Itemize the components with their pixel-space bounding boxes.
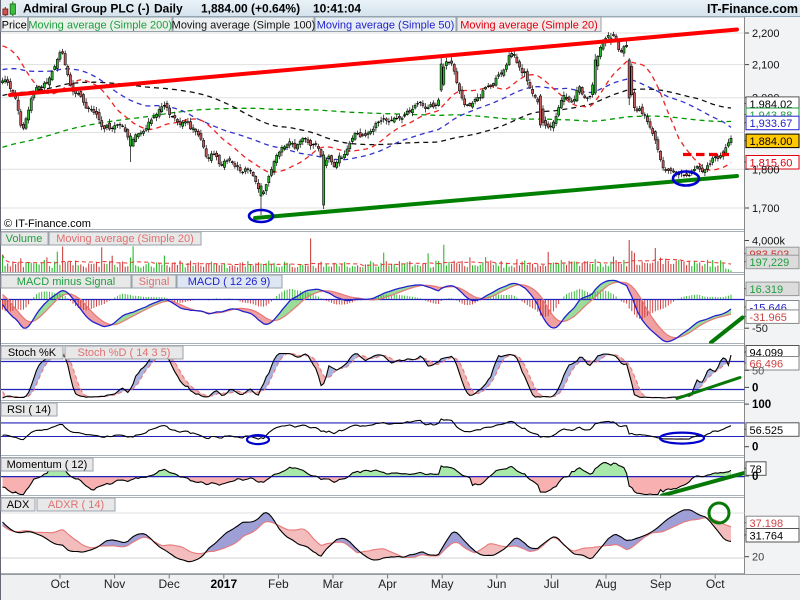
svg-text:Nov: Nov (104, 577, 125, 591)
svg-text:1,933.67: 1,933.67 (750, 118, 793, 130)
svg-text:MACD minus Signal: MACD minus Signal (17, 276, 115, 288)
svg-text:RSI ( 14): RSI ( 14) (7, 404, 51, 416)
svg-text:Moving average (Simple 50): Moving average (Simple 50) (317, 20, 455, 32)
svg-text:MACD ( 12 26 9): MACD ( 12 26 9) (188, 276, 271, 288)
svg-text:1,884.00: 1,884.00 (750, 136, 793, 148)
svg-text:Daily: Daily (154, 2, 183, 16)
svg-text:2,100: 2,100 (752, 60, 780, 72)
svg-text:2017: 2017 (210, 577, 237, 591)
svg-text:Apr: Apr (378, 577, 397, 591)
svg-text:ADXR ( 14): ADXR ( 14) (48, 499, 104, 511)
svg-text:1,884.00 (+0.64%): 1,884.00 (+0.64%) (201, 2, 300, 16)
svg-text:78: 78 (750, 464, 762, 476)
svg-text:Feb: Feb (268, 577, 289, 591)
svg-text:-31.965: -31.965 (750, 312, 787, 324)
svg-text:-50: -50 (752, 323, 768, 335)
svg-text:Price: Price (2, 20, 27, 32)
svg-text:31.764: 31.764 (750, 531, 784, 543)
svg-text:Moving average (Simple 20): Moving average (Simple 20) (56, 233, 194, 245)
svg-text:Stoch %K: Stoch %K (8, 347, 57, 359)
svg-text:May: May (431, 577, 454, 591)
svg-text:Dec: Dec (159, 577, 180, 591)
svg-text:197,229: 197,229 (750, 257, 790, 269)
svg-text:Moving average (Simple 100): Moving average (Simple 100) (172, 20, 316, 32)
svg-text:1,700: 1,700 (752, 203, 780, 215)
svg-text:Moving average (Simple 200): Moving average (Simple 200) (28, 20, 172, 32)
svg-text:16.319: 16.319 (750, 284, 784, 296)
svg-text:10:41:04: 10:41:04 (313, 2, 361, 16)
svg-text:0: 0 (752, 442, 758, 454)
svg-text:1,800: 1,800 (752, 164, 780, 176)
svg-text:20: 20 (752, 552, 764, 564)
svg-text:2,200: 2,200 (752, 28, 780, 40)
svg-text:100: 100 (752, 399, 771, 411)
svg-text:Sep: Sep (650, 577, 672, 591)
svg-text:Volume: Volume (6, 233, 43, 245)
svg-text:Admiral Group PLC (-): Admiral Group PLC (-) (23, 2, 150, 16)
svg-text:Oct: Oct (51, 577, 70, 591)
svg-text:37.198: 37.198 (750, 518, 784, 530)
svg-text:© IT-Finance.com: © IT-Finance.com (4, 218, 91, 230)
svg-text:Jul: Jul (544, 577, 559, 591)
svg-text:1,815.60: 1,815.60 (750, 158, 793, 170)
svg-text:50: 50 (752, 365, 764, 377)
svg-text:Mar: Mar (323, 577, 344, 591)
svg-text:Moving average (Simple 20): Moving average (Simple 20) (460, 20, 598, 32)
svg-text:66.496: 66.496 (750, 359, 784, 371)
svg-text:Oct: Oct (706, 577, 725, 591)
svg-text:Signal: Signal (139, 276, 170, 288)
svg-text:Stoch %D ( 14 3 5): Stoch %D ( 14 3 5) (78, 347, 171, 359)
svg-text:Aug: Aug (595, 577, 616, 591)
svg-text:56.525: 56.525 (750, 425, 784, 437)
svg-text:IT-Finance.com: IT-Finance.com (707, 2, 798, 16)
svg-text:ADX: ADX (7, 499, 30, 511)
svg-text:4,000k: 4,000k (752, 236, 786, 248)
svg-text:Momentum ( 12): Momentum ( 12) (7, 459, 88, 471)
svg-text:0: 0 (752, 471, 758, 483)
svg-text:Jun: Jun (487, 577, 506, 591)
svg-text:0: 0 (752, 382, 758, 394)
